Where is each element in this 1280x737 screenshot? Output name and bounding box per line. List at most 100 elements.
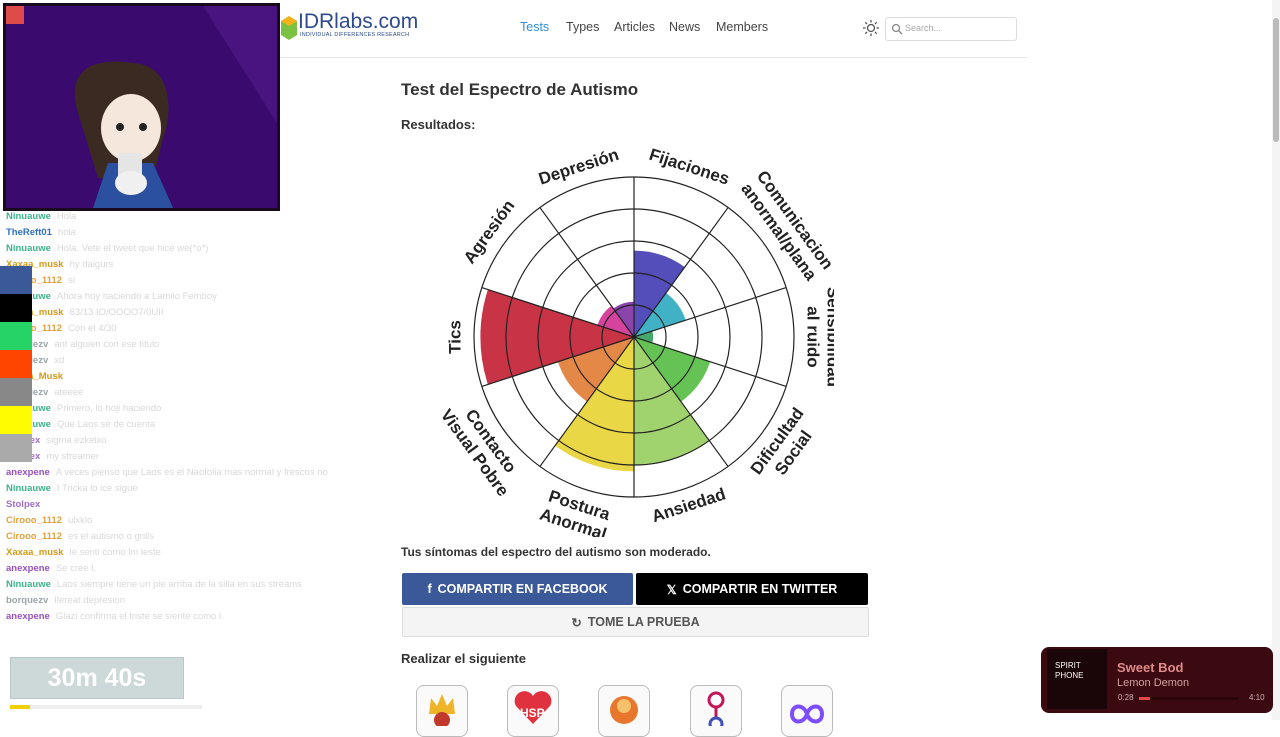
spoke bbox=[633, 336, 787, 388]
button-label: COMPARTIR EN TWITTER bbox=[682, 582, 838, 596]
track-title: Sweet Bod bbox=[1117, 660, 1184, 675]
chat-text: sigma ezkeixo bbox=[46, 435, 107, 446]
page-title: Test del Espectro de Autismo bbox=[401, 80, 639, 99]
chat-message: Xaxaa_Musk bbox=[6, 371, 63, 382]
head-icon bbox=[610, 696, 638, 724]
nav-link[interactable]: Members bbox=[716, 20, 769, 34]
chat-user: Cirooo_1112 bbox=[6, 275, 62, 286]
segment-label: Depresión bbox=[536, 145, 621, 189]
segment-label: Sensibilidad bbox=[824, 287, 834, 387]
chat-message: anexpene A veces pienso que Laos es el Na… bbox=[6, 467, 328, 478]
next-test-icon[interactable] bbox=[416, 685, 468, 737]
spoke bbox=[539, 207, 635, 338]
timer: 30m 40s bbox=[10, 657, 184, 699]
infinity-icon bbox=[789, 704, 825, 724]
track-progress-fill bbox=[1139, 697, 1150, 700]
chat-text: I Tricka lo ice sigue bbox=[56, 483, 138, 494]
search-box[interactable]: Search... bbox=[885, 17, 1017, 41]
chat-message: Ninuauwe I Tricka lo ice sigue bbox=[6, 483, 138, 494]
timer-progress bbox=[10, 705, 202, 709]
x-icon: 𝕏 bbox=[666, 582, 677, 597]
total-time: 4:10 bbox=[1249, 693, 1265, 702]
chat-user: borquezv bbox=[6, 595, 49, 606]
segment bbox=[597, 305, 634, 337]
chat-text: Glazi confirma el triste se siente como … bbox=[55, 611, 224, 622]
scroll-thumb[interactable] bbox=[1273, 18, 1279, 142]
share-whatsapp[interactable] bbox=[0, 322, 32, 350]
header bbox=[280, 0, 1027, 58]
chat-text: ulxklo bbox=[67, 515, 93, 526]
elapsed-time: 0:28 bbox=[1118, 693, 1134, 702]
button-label: COMPARTIR EN FACEBOOK bbox=[437, 582, 608, 596]
share-x[interactable] bbox=[0, 294, 32, 322]
next-test-icon[interactable] bbox=[781, 685, 833, 737]
chat-user: Cirooo_1112 bbox=[6, 515, 62, 526]
polar-chart: FijacionesComunicacionanormal/planaSensi… bbox=[437, 145, 834, 537]
chat-text: Hola bbox=[56, 211, 77, 222]
button-label: TOME LA PRUEBA bbox=[587, 615, 700, 629]
spoke bbox=[481, 336, 635, 388]
segment bbox=[634, 250, 685, 337]
segment bbox=[480, 289, 634, 385]
chat-user: anexpene bbox=[6, 611, 50, 622]
chat-text: Ahora hoy haciendo a Lamilo Femboy bbox=[56, 291, 217, 302]
twitter-button[interactable]: 𝕏 COMPARTIR EN TWITTER bbox=[636, 573, 868, 605]
chat-text: xd bbox=[54, 355, 65, 366]
spoke bbox=[481, 286, 635, 338]
chat-user: Ninuauwe bbox=[6, 211, 51, 222]
next-test-icon[interactable] bbox=[690, 685, 742, 737]
chat-user: Ninuauwe bbox=[6, 243, 51, 254]
chat-text: ant alguien con ese titulo bbox=[54, 339, 160, 350]
segment-label: Agresión bbox=[460, 196, 519, 267]
nav-link[interactable]: Articles bbox=[614, 20, 655, 34]
chat-text: Ilereat depresion bbox=[54, 595, 126, 606]
chat-user: TheReft01 bbox=[6, 227, 52, 238]
chat-message: Xaxaa_musk 63/13 IO/OOOO7/0UII bbox=[6, 307, 164, 318]
chat-message: Ninuauwe Laos siempre tiene un pie arriba… bbox=[6, 579, 302, 590]
chat-message: Ninuauwe Hola. Vete el tweet que hice we(… bbox=[6, 243, 208, 254]
next-test-icon[interactable]: HSP bbox=[507, 685, 559, 737]
share-link[interactable] bbox=[0, 434, 32, 462]
chat-text: Se cree l. bbox=[55, 563, 96, 574]
share-snapchat[interactable] bbox=[0, 406, 32, 434]
chat-message: Stolpex bbox=[6, 499, 40, 510]
chat-text: Primero, lo hoji haciendo bbox=[56, 403, 162, 414]
chat-message: Cirooo_1112 Con el 4/30 bbox=[6, 323, 117, 334]
segment bbox=[634, 337, 711, 402]
track-artist: Lemon Demon bbox=[1117, 677, 1190, 689]
facebook-button[interactable]: f COMPARTIR EN FACEBOOK bbox=[402, 573, 633, 605]
retake-button[interactable]: ↻ TOME LA PRUEBA bbox=[402, 607, 869, 637]
scrollbar[interactable] bbox=[1272, 0, 1280, 720]
chat-text: le senti como lm leste bbox=[69, 547, 161, 558]
gender-icon bbox=[707, 691, 725, 732]
icon-text: HSP bbox=[520, 706, 545, 720]
chat-user: Ninuauwe bbox=[6, 579, 51, 590]
chat-user: Xaxaa_musk bbox=[6, 259, 64, 270]
segment-label: Ansiedad bbox=[649, 484, 728, 526]
chat-text: ateeee bbox=[54, 387, 84, 398]
timer-progress-fill bbox=[10, 705, 30, 709]
chat-user: Cirooo_1112 bbox=[6, 531, 62, 542]
nav-link[interactable]: News bbox=[669, 20, 701, 34]
share-email[interactable] bbox=[0, 378, 32, 406]
segment bbox=[634, 331, 654, 343]
share-reddit[interactable] bbox=[0, 350, 32, 378]
spoke bbox=[633, 286, 787, 338]
segment-label: Tics bbox=[445, 320, 464, 354]
logo[interactable]: IDRlabs.com bbox=[298, 10, 419, 33]
spoke bbox=[539, 336, 635, 467]
next-test-icon[interactable] bbox=[598, 685, 650, 737]
nav-link[interactable]: Types bbox=[566, 20, 600, 34]
chat-user: Stolpex bbox=[6, 499, 41, 510]
track-progress[interactable] bbox=[1139, 697, 1239, 700]
chat-message: TheReft01 hola bbox=[6, 227, 76, 238]
chat-message: borquezv Ilereat depresion bbox=[6, 595, 125, 606]
chat-text: Hola. Vete el tweet que hice we(*o*) bbox=[56, 243, 209, 254]
segment bbox=[634, 337, 710, 465]
share-facebook[interactable] bbox=[0, 266, 32, 294]
album-art: SPIRIT PHONE bbox=[1047, 649, 1107, 709]
theme-toggle[interactable] bbox=[863, 20, 879, 36]
search-placeholder: Search... bbox=[905, 23, 942, 33]
chat-message: Cirooo_1112 ulxklo bbox=[6, 515, 92, 526]
nav-link[interactable]: Tests bbox=[520, 20, 550, 34]
